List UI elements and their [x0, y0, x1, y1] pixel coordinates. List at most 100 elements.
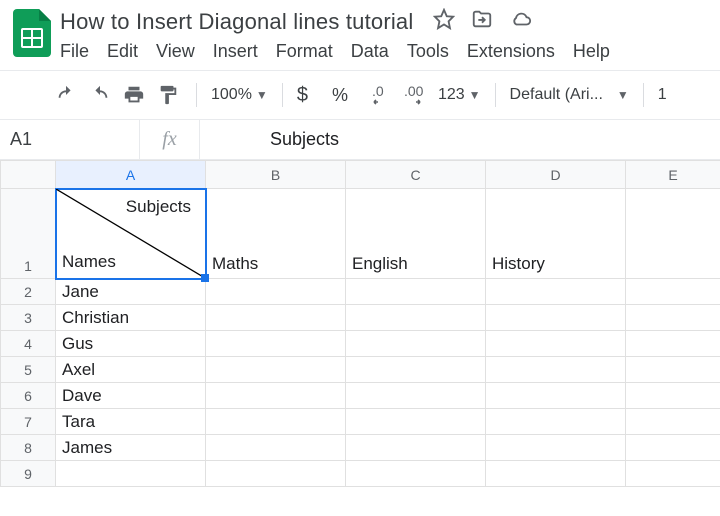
undo-button[interactable] [52, 81, 80, 109]
cell-e9[interactable] [626, 461, 720, 487]
spreadsheet-grid[interactable]: A B C D E 1 Subjects Names Maths English… [0, 160, 720, 487]
cell-b6[interactable] [206, 383, 346, 409]
move-icon[interactable] [471, 8, 493, 35]
cell-c3[interactable] [346, 305, 486, 331]
cell-a2[interactable]: Jane [56, 279, 206, 305]
cell-e3[interactable] [626, 305, 720, 331]
cell-d5[interactable] [486, 357, 626, 383]
percent-button[interactable]: % [332, 85, 348, 106]
cell-c6[interactable] [346, 383, 486, 409]
cell-c4[interactable] [346, 331, 486, 357]
menu-format[interactable]: Format [276, 41, 333, 62]
cell-e2[interactable] [626, 279, 720, 305]
formula-bar[interactable]: Subjects [200, 129, 339, 150]
star-icon[interactable] [433, 8, 455, 35]
cell-b3[interactable] [206, 305, 346, 331]
row-header-7[interactable]: 7 [1, 409, 56, 435]
zoom-selector[interactable]: 100% ▼ [211, 86, 268, 104]
cell-a1[interactable]: Subjects Names [56, 189, 206, 279]
cell-d4[interactable] [486, 331, 626, 357]
row-header-1[interactable]: 1 [1, 189, 56, 279]
cell-d8[interactable] [486, 435, 626, 461]
cell-d9[interactable] [486, 461, 626, 487]
cell-a7[interactable]: Tara [56, 409, 206, 435]
cell-e1[interactable] [626, 189, 720, 279]
select-all-corner[interactable] [1, 161, 56, 189]
cell-a3[interactable]: Christian [56, 305, 206, 331]
row-header-8[interactable]: 8 [1, 435, 56, 461]
cell-e7[interactable] [626, 409, 720, 435]
menu-file[interactable]: File [60, 41, 89, 62]
menu-view[interactable]: View [156, 41, 195, 62]
column-headers: A B C D E [1, 161, 720, 189]
name-box[interactable]: A1 [0, 120, 140, 159]
chevron-down-icon: ▼ [617, 88, 629, 102]
cell-b7[interactable] [206, 409, 346, 435]
cell-b1[interactable]: Maths [206, 189, 346, 279]
row-header-6[interactable]: 6 [1, 383, 56, 409]
cell-b5[interactable] [206, 357, 346, 383]
cell-b8[interactable] [206, 435, 346, 461]
cell-c9[interactable] [346, 461, 486, 487]
font-selector[interactable]: Default (Ari... ▼ [510, 86, 629, 104]
document-title[interactable]: How to Insert Diagonal lines tutorial [60, 9, 413, 35]
cell-d1[interactable]: History [486, 189, 626, 279]
cell-a8[interactable]: James [56, 435, 206, 461]
cell-c7[interactable] [346, 409, 486, 435]
svg-text:.00: .00 [404, 84, 424, 99]
font-name: Default (Ari... [510, 86, 603, 104]
title-area: How to Insert Diagonal lines tutorial Fi… [60, 8, 710, 62]
cell-c8[interactable] [346, 435, 486, 461]
row-header-9[interactable]: 9 [1, 461, 56, 487]
col-header-b[interactable]: B [206, 161, 346, 189]
menu-help[interactable]: Help [573, 41, 610, 62]
col-header-d[interactable]: D [486, 161, 626, 189]
a1-top-label: Subjects [126, 197, 191, 217]
cell-b2[interactable] [206, 279, 346, 305]
menu-extensions[interactable]: Extensions [467, 41, 555, 62]
menu-insert[interactable]: Insert [213, 41, 258, 62]
paint-format-button[interactable] [154, 81, 182, 109]
cell-b9[interactable] [206, 461, 346, 487]
cell-d3[interactable] [486, 305, 626, 331]
selection-handle[interactable] [201, 274, 209, 282]
decrease-decimal-button[interactable]: .0 [368, 81, 396, 109]
row-header-2[interactable]: 2 [1, 279, 56, 305]
sheets-logo[interactable] [10, 8, 54, 58]
col-header-c[interactable]: C [346, 161, 486, 189]
cell-e6[interactable] [626, 383, 720, 409]
format-123-button[interactable]: 123 ▼ [438, 86, 481, 104]
formula-row: A1 fx Subjects [0, 120, 720, 160]
cell-e5[interactable] [626, 357, 720, 383]
cell-b4[interactable] [206, 331, 346, 357]
cell-c2[interactable] [346, 279, 486, 305]
cell-a4[interactable]: Gus [56, 331, 206, 357]
cell-e4[interactable] [626, 331, 720, 357]
menu-edit[interactable]: Edit [107, 41, 138, 62]
print-button[interactable] [120, 81, 148, 109]
font-size[interactable]: 1 [658, 86, 667, 104]
a1-bottom-label: Names [62, 252, 116, 272]
cell-d6[interactable] [486, 383, 626, 409]
increase-decimal-button[interactable]: .00 [402, 81, 432, 109]
cell-d7[interactable] [486, 409, 626, 435]
cell-a9[interactable] [56, 461, 206, 487]
cloud-status-icon[interactable] [509, 8, 533, 35]
cell-c5[interactable] [346, 357, 486, 383]
redo-button[interactable] [86, 81, 114, 109]
col-header-e[interactable]: E [626, 161, 720, 189]
cell-a5[interactable]: Axel [56, 357, 206, 383]
cell-a6[interactable]: Dave [56, 383, 206, 409]
cell-c1[interactable]: English [346, 189, 486, 279]
currency-button[interactable]: $ [297, 84, 308, 107]
cell-e8[interactable] [626, 435, 720, 461]
cell-d2[interactable] [486, 279, 626, 305]
row-header-3[interactable]: 3 [1, 305, 56, 331]
col-header-a[interactable]: A [56, 161, 206, 189]
chevron-down-icon: ▼ [469, 88, 481, 102]
menu-data[interactable]: Data [351, 41, 389, 62]
header: How to Insert Diagonal lines tutorial Fi… [0, 0, 720, 62]
row-header-4[interactable]: 4 [1, 331, 56, 357]
menu-tools[interactable]: Tools [407, 41, 449, 62]
row-header-5[interactable]: 5 [1, 357, 56, 383]
